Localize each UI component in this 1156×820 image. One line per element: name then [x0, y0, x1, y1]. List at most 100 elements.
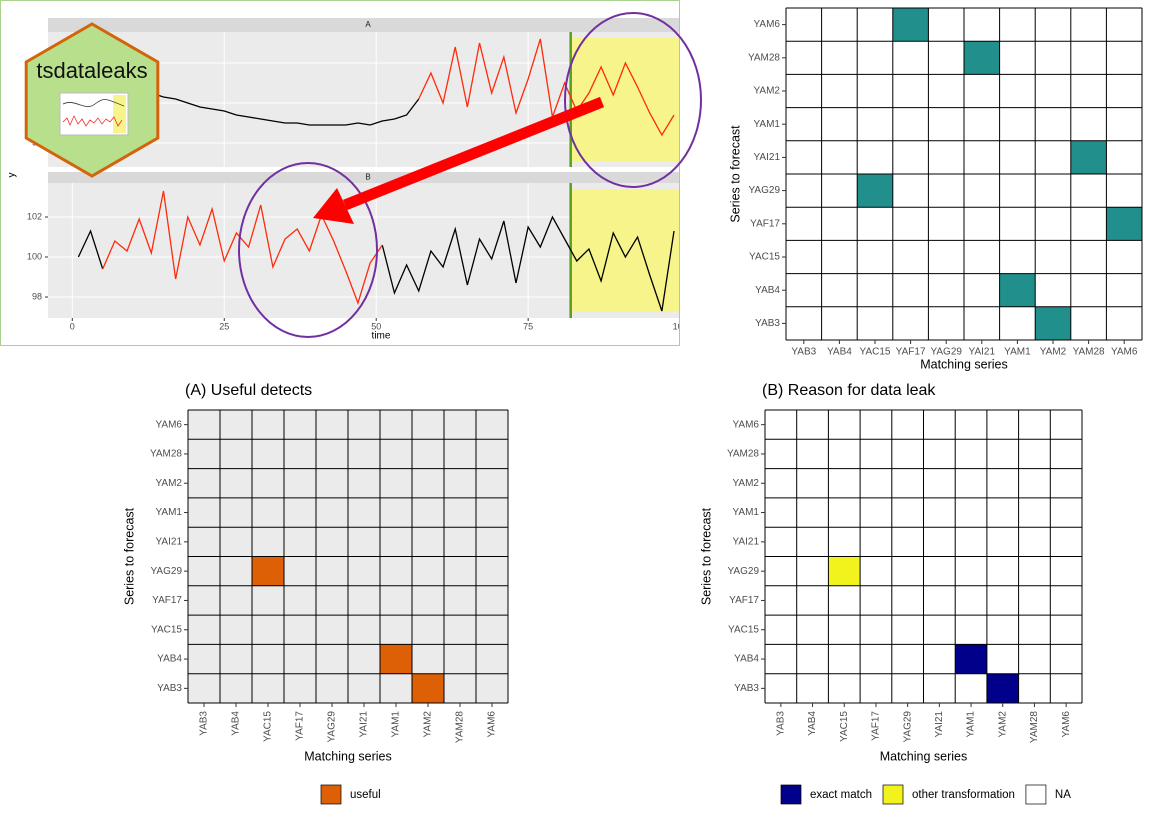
x-tick-label: YAM6 — [1061, 711, 1072, 738]
x-tick-label: 25 — [219, 321, 229, 331]
legend-swatch — [1025, 784, 1047, 805]
tile — [892, 8, 929, 42]
arrow-shaft — [342, 96, 605, 211]
x-tick-label: YAF17 — [896, 347, 926, 358]
y-tick-label: YAG29 — [151, 566, 183, 577]
y-tick-label: YAB3 — [157, 683, 182, 694]
x-tick-label: 0 — [70, 321, 75, 331]
tile — [412, 673, 444, 703]
x-tick-label: YAC15 — [839, 711, 850, 742]
y-tick-label: YAM28 — [727, 449, 759, 460]
x-tick-label: YAM2 — [997, 711, 1008, 738]
y-tick-label: YAM28 — [150, 449, 182, 460]
logo-thumb-line — [62, 99, 125, 107]
tile — [252, 556, 284, 586]
y-tick-label: YAI21 — [754, 152, 781, 163]
x-tick-label: YAG29 — [902, 711, 913, 743]
y-axis-title: Series to forecast — [122, 507, 136, 605]
x-tick-label: YAM2 — [1040, 347, 1067, 358]
x-tick-label: 75 — [523, 321, 533, 331]
strip-label: A — [365, 20, 371, 29]
y-tick-label: YAM2 — [733, 478, 760, 489]
highlight-ellipse — [564, 12, 702, 188]
series-line — [418, 38, 675, 137]
y-axis-title: y — [7, 173, 18, 178]
x-tick-label: YAM1 — [391, 711, 402, 738]
y-axis-title: Series to forecast — [728, 125, 742, 223]
x-tick-label: YAB4 — [231, 711, 242, 736]
y-tick-label: YAM6 — [754, 19, 781, 30]
y-tick-label: YAM2 — [156, 478, 183, 489]
panel-frame — [0, 0, 680, 346]
legend-swatch — [882, 784, 904, 805]
y-tick-label: YAG29 — [749, 185, 781, 196]
tile — [1070, 140, 1107, 174]
legend-swatch — [780, 784, 802, 805]
series-line — [102, 190, 383, 306]
legend-label: other transformation — [912, 789, 1015, 801]
x-tick-label: YAM1 — [1004, 347, 1031, 358]
y-tick-label: YAM28 — [748, 52, 780, 63]
tile — [999, 273, 1036, 307]
x-tick-label: YAB4 — [807, 711, 818, 736]
y-axis-title: Series to forecast — [699, 507, 713, 605]
x-tick-label: YAM28 — [455, 711, 466, 743]
strip — [48, 18, 680, 32]
x-tick-label: YAM2 — [423, 711, 434, 738]
y-tick-label: YAB4 — [755, 285, 780, 296]
x-tick-label: YAC15 — [860, 347, 891, 358]
annotations — [238, 12, 702, 338]
x-tick-label: YAG29 — [327, 711, 338, 743]
x-tick-label: YAG29 — [930, 347, 962, 358]
strip — [48, 172, 680, 183]
y-tick-label: YAF17 — [729, 595, 759, 606]
y-tick-label: YAM2 — [754, 86, 781, 97]
y-tick-label: YAC15 — [749, 252, 780, 263]
tile — [955, 644, 987, 674]
x-tick-label: YAB3 — [775, 711, 786, 736]
tile — [828, 556, 861, 586]
y-tick-label: YAM1 — [156, 507, 183, 518]
x-tick-label: YAB3 — [791, 347, 816, 358]
series-line — [77, 215, 675, 312]
y-tick-label: 98 — [32, 291, 42, 301]
x-axis-title: Matching series — [880, 749, 968, 763]
y-tick-label: YAM1 — [733, 507, 760, 518]
strip-label: B — [365, 173, 370, 182]
tile — [964, 41, 1000, 75]
y-tick-label: YAM1 — [754, 119, 781, 130]
legend-label: useful — [350, 789, 381, 801]
time-series-panel: A98100102B981001020255075100timeytsdatal… — [7, 18, 688, 342]
tile — [380, 644, 412, 674]
y-tick-label: YAG29 — [728, 566, 760, 577]
tile — [1106, 207, 1142, 241]
x-tick-label: YAI21 — [934, 711, 945, 738]
x-tick-label: 100 — [673, 321, 688, 331]
legend-swatch — [320, 784, 342, 805]
chart-title: (A) Useful detects — [185, 382, 312, 399]
y-tick-label: YAI21 — [156, 536, 183, 547]
y-tick-label: 102 — [27, 211, 42, 221]
x-tick-label: YAM1 — [966, 711, 977, 738]
logo-text: tsdataleaks — [36, 58, 147, 83]
highlight-region — [570, 38, 680, 161]
y-tick-label: YAM6 — [733, 419, 760, 430]
x-tick-label: YAM28 — [1073, 347, 1105, 358]
logo-thumb-highlight — [113, 95, 126, 133]
x-tick-label: YAB3 — [199, 711, 210, 736]
y-tick-label: YAM6 — [156, 419, 183, 430]
x-tick-label: YAC15 — [263, 711, 274, 742]
x-axis-title: Matching series — [920, 357, 1008, 371]
y-tick-label: YAF17 — [750, 218, 780, 229]
y-tick-label: YAC15 — [151, 624, 182, 635]
x-tick-label: 50 — [371, 321, 381, 331]
highlight-ellipse — [238, 162, 378, 338]
x-tick-label: YAB4 — [827, 347, 852, 358]
x-axis-title: Matching series — [304, 749, 392, 763]
x-tick-label: YAI21 — [969, 347, 996, 358]
x-axis-title: time — [372, 331, 391, 342]
chart-title: (B) Reason for data leak — [762, 382, 936, 399]
tile — [857, 174, 893, 208]
y-tick-label: YAB3 — [734, 683, 759, 694]
